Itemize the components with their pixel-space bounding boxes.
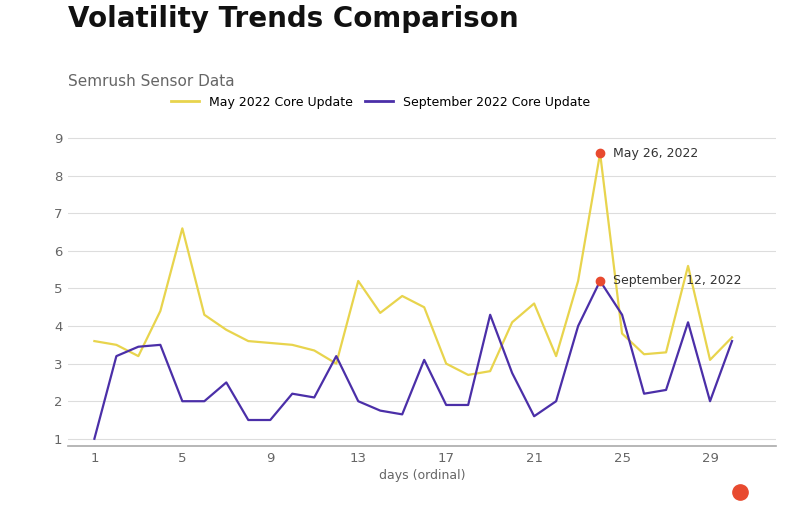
Text: September 12, 2022: September 12, 2022 <box>614 274 742 287</box>
Text: SEMRUSH: SEMRUSH <box>680 483 772 502</box>
Text: May 26, 2022: May 26, 2022 <box>614 147 698 160</box>
Text: Semrush Sensor Data: Semrush Sensor Data <box>68 74 234 89</box>
X-axis label: days (ordinal): days (ordinal) <box>378 469 466 482</box>
Legend: May 2022 Core Update, September 2022 Core Update: May 2022 Core Update, September 2022 Cor… <box>166 91 594 114</box>
Text: Volatility Trends Comparison: Volatility Trends Comparison <box>68 5 518 33</box>
Text: semrush.com: semrush.com <box>16 486 101 499</box>
